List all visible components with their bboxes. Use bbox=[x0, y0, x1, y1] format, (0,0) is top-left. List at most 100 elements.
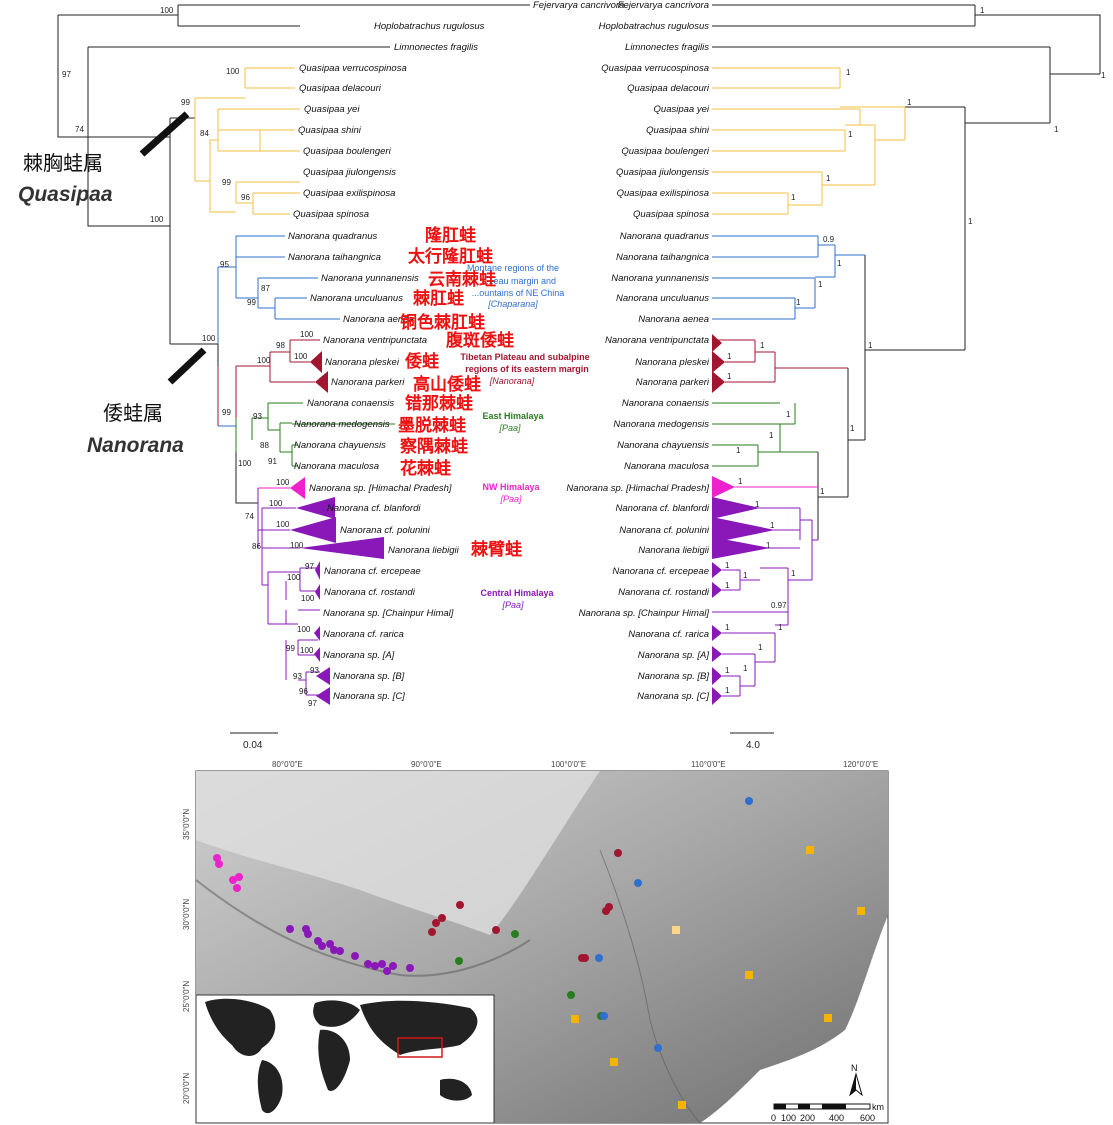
sample-point bbox=[511, 930, 519, 938]
sample-point bbox=[383, 967, 391, 975]
support-value: 1 bbox=[826, 174, 831, 183]
scale-label: 4.0 bbox=[746, 740, 760, 751]
taxon-label: Quasipaa boulengeri bbox=[303, 146, 392, 157]
genus-nanorana-latin: Nanorana bbox=[87, 434, 184, 457]
taxon-label: Nanorana sp. [A] bbox=[323, 650, 395, 661]
support-value: 1 bbox=[791, 193, 796, 202]
clade-label-central-himalaya: Central Himalaya bbox=[480, 588, 554, 598]
support-value: 100 bbox=[287, 573, 301, 582]
clade-label-chaparana-tag: [Chaparana] bbox=[487, 299, 538, 309]
taxon-label: Nanorana sp. [Himachal Pradesh] bbox=[309, 483, 452, 494]
north-label: N bbox=[851, 1063, 858, 1073]
taxon-label: Nanorana chayuensis bbox=[294, 440, 386, 451]
chinese-name: 铜色棘肛蛙 bbox=[400, 312, 485, 333]
chinese-name: 错那棘蛙 bbox=[405, 393, 473, 414]
clade-label-chaparana: ...eau margin and bbox=[486, 276, 556, 286]
support-value: 93 bbox=[253, 412, 262, 421]
clade-label-nw-himalaya: NW Himalaya bbox=[482, 482, 540, 492]
support-value: 1 bbox=[755, 500, 760, 509]
support-value: 95 bbox=[220, 260, 229, 269]
sample-point bbox=[371, 962, 379, 970]
clade-label-nw-himalaya-tag: [Paa] bbox=[499, 494, 522, 504]
support-value: 100 bbox=[276, 520, 290, 529]
chinese-name: 腹斑倭蛙 bbox=[446, 330, 514, 351]
taxon-label: Quasipaa delacouri bbox=[627, 83, 710, 94]
sample-point bbox=[378, 960, 386, 968]
support-value: 100 bbox=[300, 646, 314, 655]
sample-point bbox=[432, 919, 440, 927]
taxon-label: Hoplobatrachus rugulosus bbox=[599, 21, 710, 32]
support-value: 1 bbox=[725, 623, 730, 632]
taxon-label: Quasipaa verrucospinosa bbox=[601, 63, 709, 74]
taxon-label: Nanorana aenea bbox=[343, 314, 414, 325]
sample-point bbox=[672, 926, 680, 934]
distribution-map: 80°0'0"E 90°0'0"E 100°0'0"E 110°0'0"E 12… bbox=[182, 760, 889, 1124]
taxon-label: Nanorana sp. [Chainpur Himal] bbox=[579, 608, 710, 619]
support-value: 97 bbox=[308, 699, 317, 708]
genus-quasipaa-chinese: 棘胸蛙属 bbox=[23, 151, 103, 175]
right-phylogenetic-tree bbox=[712, 4, 1101, 734]
clade-label-tibet: Tibetan Plateau and subalpine bbox=[460, 352, 589, 362]
support-value: 100 bbox=[294, 352, 308, 361]
chinese-name: 倭蛙 bbox=[405, 351, 439, 372]
scale-tick: 100 bbox=[781, 1113, 796, 1123]
support-value: 1 bbox=[760, 341, 765, 350]
support-value: 1 bbox=[766, 541, 771, 550]
support-value: 1 bbox=[725, 581, 730, 590]
taxon-label: Nanorana pleskei bbox=[325, 357, 400, 368]
taxon-label: Quasipaa yei bbox=[654, 104, 710, 115]
chinese-name: 棘臂蛙 bbox=[471, 539, 522, 560]
support-value: 1 bbox=[743, 664, 748, 673]
taxon-label: Nanorana cf. polunini bbox=[619, 525, 710, 536]
sample-point bbox=[304, 930, 312, 938]
taxon-label: Nanorana cf. blanfordi bbox=[616, 503, 710, 514]
support-value: 1 bbox=[727, 372, 732, 381]
support-value: 1 bbox=[758, 643, 763, 652]
taxon-label: Fejervarya cancrivora bbox=[618, 0, 709, 11]
support-value: 98 bbox=[276, 341, 285, 350]
sample-point bbox=[614, 849, 622, 857]
taxon-label: Nanorana sp. [B] bbox=[333, 671, 405, 682]
taxon-label: Nanorana chayuensis bbox=[617, 440, 709, 451]
taxon-label: Fejervarya cancrivora bbox=[533, 0, 624, 11]
scale-tick: 0 bbox=[771, 1113, 776, 1123]
longitude-label: 120°0'0"E bbox=[843, 760, 878, 769]
sample-point bbox=[806, 846, 814, 854]
chinese-names: 隆肛蛙 太行隆肛蛙 云南棘蛙 棘肛蛙 铜色棘肛蛙 腹斑倭蛙 倭蛙 高山倭蛙 错那… bbox=[398, 225, 522, 560]
taxon-label: Nanorana liebigii bbox=[388, 545, 460, 556]
support-value: 99 bbox=[247, 298, 256, 307]
support-value: 99 bbox=[222, 178, 231, 187]
support-value: 96 bbox=[241, 193, 250, 202]
clade-label-chaparana: Montane regions of the bbox=[467, 263, 559, 273]
taxon-label: Nanorana cf. rostandi bbox=[324, 587, 416, 598]
taxon-label: Nanorana parkeri bbox=[331, 377, 405, 388]
taxon-label: Limnonectes fragilis bbox=[625, 42, 709, 53]
taxon-label: Quasipaa yei bbox=[304, 104, 360, 115]
taxon-label: Nanorana quadranus bbox=[620, 231, 710, 242]
support-value: 1 bbox=[868, 341, 873, 350]
sample-point bbox=[600, 1012, 608, 1020]
sample-point bbox=[634, 879, 642, 887]
support-value: 1 bbox=[736, 446, 741, 455]
sample-point bbox=[428, 928, 436, 936]
support-value: 93 bbox=[293, 672, 302, 681]
chinese-name: 太行隆肛蛙 bbox=[408, 246, 493, 267]
sample-point bbox=[678, 1101, 686, 1109]
sample-point bbox=[326, 940, 334, 948]
support-value: 1 bbox=[846, 68, 851, 77]
clade-label-east-himalaya-tag: [Paa] bbox=[498, 423, 521, 433]
support-value: 93 bbox=[310, 666, 319, 675]
taxon-label: Quasipaa delacouri bbox=[299, 83, 382, 94]
support-value: 86 bbox=[252, 542, 261, 551]
support-value: 100 bbox=[238, 459, 252, 468]
support-value: 100 bbox=[301, 594, 315, 603]
longitude-label: 80°0'0"E bbox=[272, 760, 303, 769]
sample-point bbox=[745, 797, 753, 805]
support-value: 97 bbox=[305, 562, 314, 571]
clade-label-tibet: regions of its eastern margin bbox=[465, 364, 589, 374]
support-value: 88 bbox=[260, 441, 269, 450]
right-support-values: 1 1 1 1 1 1 1 1 1 0.9 1 1 1 1 1 1 1 1 1 … bbox=[725, 6, 1106, 751]
clade-label-chaparana: ...ountains of NE China bbox=[472, 288, 565, 298]
support-value: 100 bbox=[300, 330, 314, 339]
support-value: 1 bbox=[725, 561, 730, 570]
